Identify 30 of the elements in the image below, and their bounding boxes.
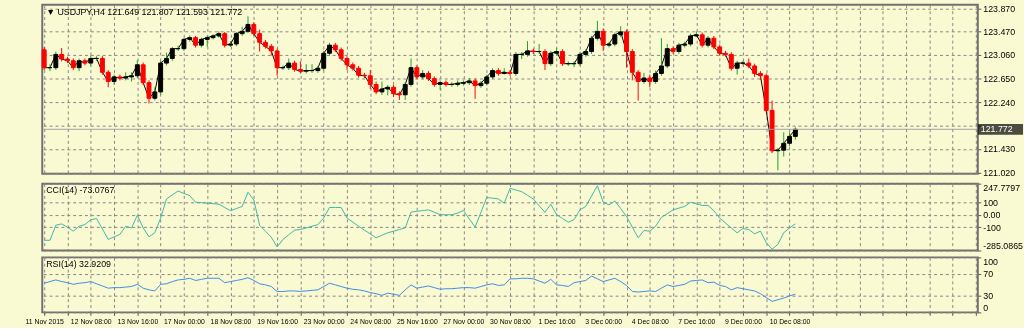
candlestick	[472, 78, 478, 100]
y-tick-label: 122.240	[983, 97, 1016, 108]
y-tick-label: 123.060	[983, 50, 1016, 61]
y-tick-label: 100	[983, 256, 999, 267]
chart-title: CCI(14) -73.0767	[46, 185, 115, 196]
y-tick-label: -285.0865	[983, 241, 1024, 252]
chart-title: ▼ USDJPY,H4 121.649 121.807 121.593 121.772	[46, 6, 243, 17]
y-tick-label: -100	[983, 222, 1001, 233]
y-tick-label: 123.870	[983, 3, 1016, 14]
y-tick-label: 123.470	[983, 26, 1016, 37]
line-series	[43, 185, 796, 250]
y-tick-label: 247.7797	[983, 183, 1021, 194]
y-tick-label: 70	[983, 269, 994, 280]
y-tick-label: 0.00	[983, 210, 1001, 221]
candlestick	[670, 45, 676, 55]
candlestick	[641, 72, 647, 85]
candlestick	[443, 79, 449, 88]
y-tick-label: 122.650	[983, 74, 1016, 85]
y-tick-label: 121.020	[983, 168, 1016, 179]
y-tick-label: 121.430	[983, 144, 1016, 155]
candlestick	[507, 69, 513, 77]
candlestick	[513, 51, 519, 77]
chart-title: RSI(14) 32.9209	[46, 259, 112, 270]
y-tick-label: 30	[983, 291, 994, 302]
candlestick	[542, 48, 548, 71]
y-tick-label: 100	[983, 197, 999, 208]
candlestick	[41, 46, 47, 71]
ref-line-label: 121.772	[980, 124, 1013, 135]
candlestick	[600, 27, 606, 52]
y-tick-label: 0	[983, 302, 989, 313]
